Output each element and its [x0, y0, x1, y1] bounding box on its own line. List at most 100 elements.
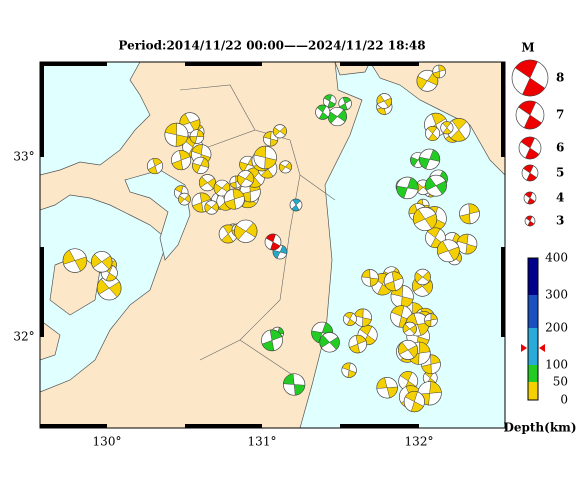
depth-bar-frame	[527, 257, 539, 401]
beachball-quadrant	[291, 198, 301, 212]
beachball-quadrant	[524, 191, 536, 205]
frame-tick	[40, 62, 107, 66]
magnitude-label: 4	[556, 191, 564, 205]
depth-band	[528, 295, 538, 328]
beachball-quadrant	[96, 278, 122, 298]
beachball-quadrant	[261, 329, 283, 352]
frame-tick	[185, 424, 262, 428]
beachball-quadrant	[457, 233, 477, 255]
magnitude-label: 8	[556, 71, 564, 85]
beachball-quadrant	[525, 215, 535, 227]
beachball	[464, 12, 485, 33]
beachball-quadrant	[178, 194, 191, 204]
beachball-quadrant	[237, 171, 255, 186]
depth-band	[528, 258, 538, 295]
beachball-quadrant	[283, 373, 306, 396]
beachball-quadrant	[518, 100, 542, 130]
depth-legend: 400 300 200 100 50 0	[521, 251, 568, 407]
beachball-quadrant	[363, 27, 376, 40]
beachball-quadrant	[396, 177, 419, 199]
ariake-sea	[124, 169, 191, 261]
beachball-quadrant	[279, 161, 292, 172]
beachball-quadrant	[414, 271, 431, 283]
depth-band	[528, 382, 538, 400]
depth-band	[528, 365, 538, 382]
beachball-quadrant	[514, 59, 546, 97]
beachball	[428, 27, 446, 45]
magnitude-label: 5	[556, 166, 564, 180]
frame-tick	[340, 62, 419, 66]
beachball-quadrant	[376, 94, 392, 108]
depth-label: 400	[545, 251, 568, 265]
magnitude-label: 3	[556, 214, 564, 228]
beachball-quadrant	[147, 158, 163, 175]
frame-tick	[40, 62, 44, 157]
beachball-quadrant	[427, 126, 438, 141]
beachball-quadrant	[171, 150, 191, 171]
beachball-quadrant	[520, 136, 540, 160]
beachball-quadrant	[376, 377, 398, 399]
magnitude-label: 7	[556, 108, 564, 122]
beachball-quadrant	[450, 118, 468, 142]
frame-tick	[185, 62, 262, 66]
beachball-quadrant	[263, 131, 278, 147]
frame-tick	[340, 424, 419, 428]
beachball-quadrant	[425, 176, 447, 195]
depth-label: 200	[545, 321, 568, 335]
depth-marker	[521, 344, 545, 352]
frame	[39, 61, 506, 429]
magnitude-label: 6	[556, 141, 564, 155]
beachball-quadrant	[466, 12, 485, 33]
beachball-quadrant	[234, 222, 258, 240]
frame-border	[39, 61, 506, 429]
beachball-quadrant	[384, 271, 403, 292]
beachball-quadrant	[459, 203, 480, 225]
beachball-quadrant	[316, 104, 329, 120]
lon-label: 130°	[93, 435, 122, 449]
depth-band	[528, 328, 538, 365]
beachball-quadrant	[361, 269, 379, 287]
beachball-quadrant	[349, 334, 367, 354]
beachball-quadrant	[164, 122, 189, 147]
depth-label: 100	[545, 358, 568, 372]
beachball-quadrant	[419, 149, 441, 170]
magnitude-legend: 8 7 6 5 4 3	[511, 59, 564, 228]
prefecture-borders	[179, 84, 336, 381]
beachball-quadrant	[424, 313, 438, 327]
beachball-quadrant	[204, 202, 219, 213]
beachball-quadrant	[62, 249, 88, 272]
shikoku-land	[369, 62, 505, 176]
beachball-quadrant	[91, 254, 113, 270]
lat-label: 33°	[13, 150, 34, 164]
beachball-quadrant	[442, 15, 457, 31]
depth-label: 0	[560, 393, 568, 407]
beachball	[442, 15, 458, 31]
beachball-quadrant	[341, 362, 357, 378]
beachball-quadrant	[429, 27, 447, 45]
lon-label: 131°	[248, 435, 277, 449]
beachball-quadrant	[224, 188, 245, 210]
mechanisms	[62, 12, 485, 413]
frame-tick	[501, 62, 505, 157]
island	[40, 319, 61, 361]
frame-tick	[40, 247, 44, 337]
beachball-quadrant	[523, 164, 537, 182]
depth-title: Depth(km)	[503, 421, 576, 435]
beachball-quadrant	[265, 233, 281, 251]
beachball-quadrant	[189, 129, 205, 144]
beachball-quadrant	[344, 312, 356, 326]
depth-label: 300	[545, 288, 568, 302]
lon-label: 132°	[405, 435, 434, 449]
beachball-quadrant	[319, 334, 340, 350]
beachball-quadrant	[192, 157, 210, 174]
map-area	[40, 12, 505, 428]
frame-tick	[40, 424, 107, 428]
magnitude-title: M	[521, 41, 534, 55]
depth-label: 50	[553, 375, 568, 389]
period-title: Period:2014/11/22 00:00——2024/11/22 18:4…	[118, 39, 425, 53]
beachball-quadrant	[398, 341, 418, 358]
beachball-quadrant	[404, 391, 424, 413]
beachball-quadrant	[437, 240, 460, 261]
lat-label: 32°	[13, 330, 34, 344]
